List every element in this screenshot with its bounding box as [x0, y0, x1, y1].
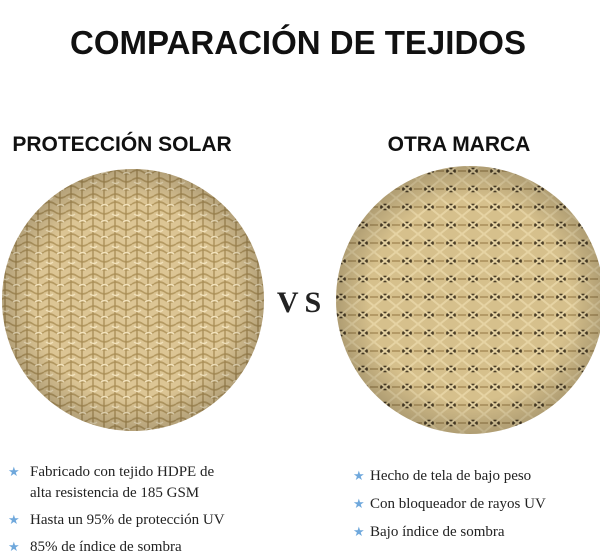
bullet-text: Fabricado con tejido HDPE de: [30, 464, 214, 480]
bullet-text: Hasta un 95% de protección UV: [30, 512, 225, 528]
bullet-text: Con bloqueador de rayos UV: [370, 496, 546, 512]
fabric-left-shade: [2, 169, 264, 431]
right-heading: OTRA MARCA: [388, 133, 531, 156]
left-heading: PROTECCIÓN SOLAR: [12, 132, 231, 156]
vs-label: VS: [277, 286, 327, 319]
bullet-star: ★: [8, 539, 20, 554]
bullet-text: Bajo índice de sombra: [370, 524, 505, 540]
bullet-star: ★: [8, 464, 20, 479]
title: COMPARACIÓN DE TEJIDOS: [70, 24, 526, 61]
bullet-text: Hecho de tela de bajo peso: [370, 468, 531, 484]
bullet-star: ★: [8, 512, 20, 527]
bullet-star: ★: [353, 468, 365, 483]
bullet-lists: ★ Fabricado con tejido HDPE de alta resist…: [8, 464, 546, 554]
bullet-star: ★: [353, 524, 365, 539]
bullet-text: alta resistencia de 185 GSM: [30, 485, 199, 501]
bullet-text: 85% de índice de sombra: [30, 539, 182, 554]
fabric-right-shade: [336, 166, 600, 434]
bullet-star: ★: [353, 496, 365, 511]
